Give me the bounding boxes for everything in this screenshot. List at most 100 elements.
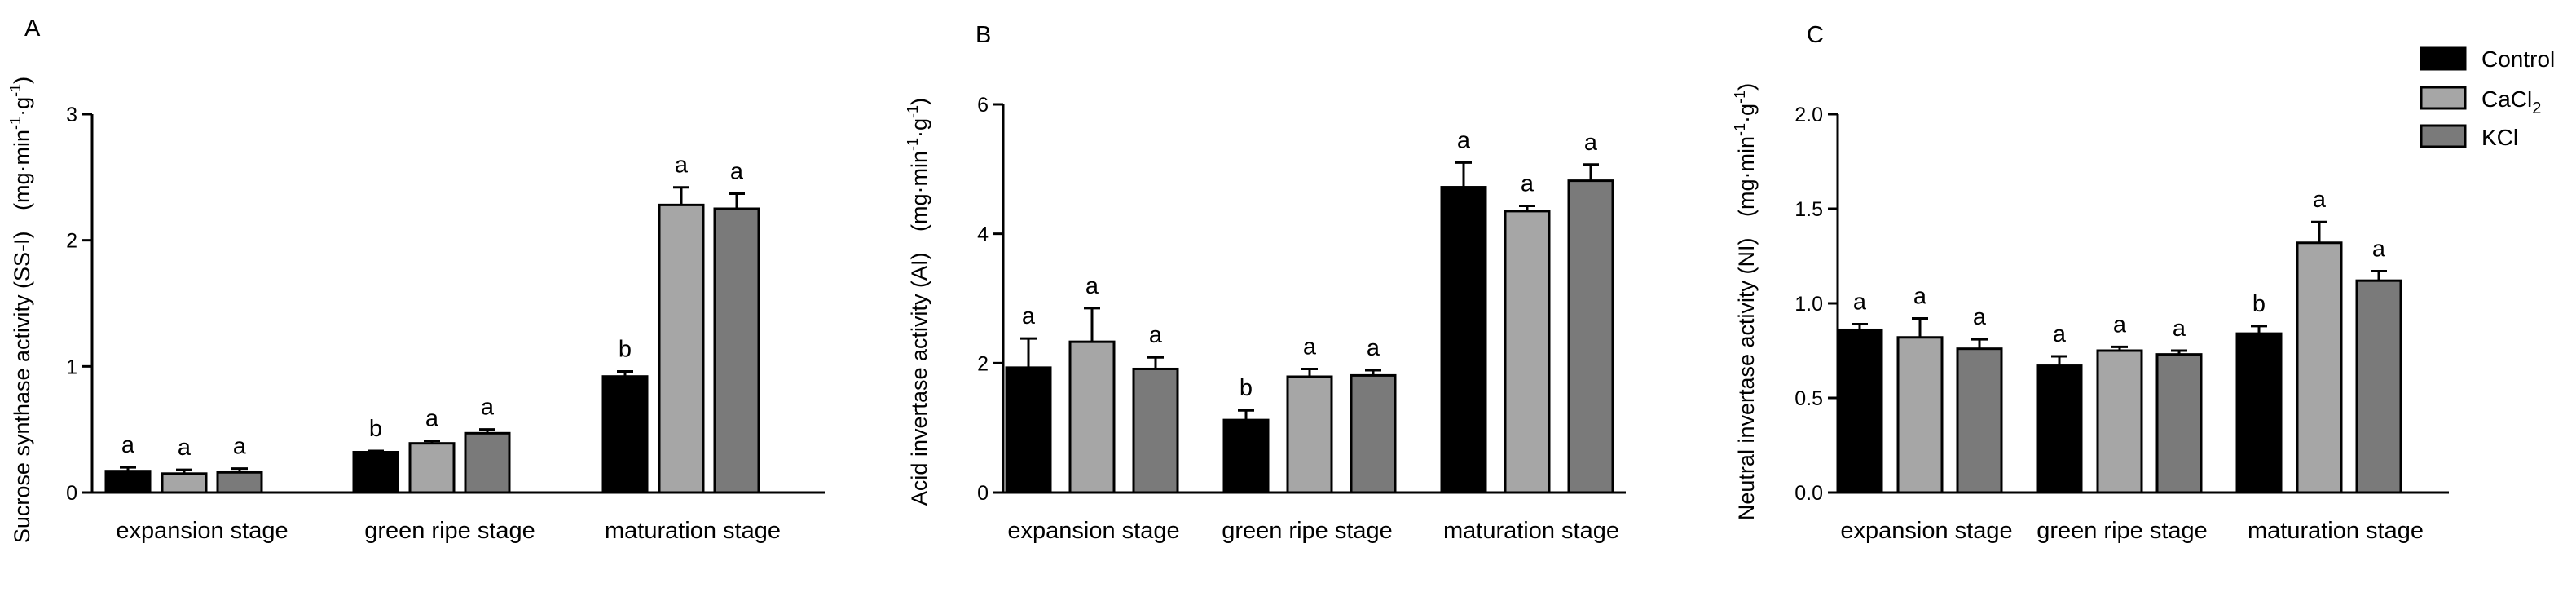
panel-b-bar-kcl <box>1132 367 1179 494</box>
panel-a-significance-label: a <box>730 158 744 184</box>
panel-b-category-label: green ripe stage <box>1222 518 1393 544</box>
panel-c-significance-label: a <box>1913 284 1927 310</box>
panel-b-bars: a b a a a a a a a <box>1005 127 1614 494</box>
panel-b-significance-label: a <box>1303 334 1317 360</box>
panel-b-bar-kcl <box>1567 179 1614 494</box>
panel-a-significance-label: b <box>369 416 382 442</box>
panel-b-category-label: maturation stage <box>1443 518 1619 544</box>
panel-a-ytick-label: 1 <box>66 356 77 378</box>
panel-b-significance-label: a <box>1367 335 1380 361</box>
panel-a-significance-label: a <box>675 152 689 179</box>
panel-c-category-label: maturation stage <box>2248 518 2424 544</box>
panel-b-category-label: expansion stage <box>1007 518 1179 544</box>
panel-b-significance-label: a <box>1584 130 1598 156</box>
panel-c-categories: expansion stage green ripe stage maturatio… <box>1840 518 2424 544</box>
legend-item-control: Control <box>2420 46 2555 72</box>
panel-c-category-label: green ripe stage <box>2037 518 2208 544</box>
panel-a-significance-label: a <box>425 406 439 432</box>
panel-a-significance-label: a <box>481 395 495 421</box>
panel-c-bar-control <box>2036 364 2083 494</box>
panel-a-ylabel-unit: mg·min <box>10 130 34 203</box>
panel-a-bar-cacl2 <box>161 472 208 494</box>
panel-b-ticks: 0 2 4 6 <box>977 94 1003 505</box>
panel-a-significance-label: b <box>619 337 632 363</box>
panel-b-bar-cacl2 <box>1068 340 1116 494</box>
panel-c-ytick-label: 1.0 <box>1794 293 1823 316</box>
panel-c-bar-control <box>1836 328 1883 494</box>
panel-c-bar-kcl <box>1956 347 2003 494</box>
panel-b-ylabel-unit: mg·min <box>907 151 931 224</box>
panel-a: A Sucrose synthase activity (SS-I) (mg·m… <box>7 15 825 544</box>
legend-item-cacl2: CaCl2 <box>2420 86 2541 117</box>
panel-b-significance-label: a <box>1457 127 1471 153</box>
legend-label-cacl2: CaCl2 <box>2481 86 2541 117</box>
panel-a-bar-kcl <box>464 431 511 494</box>
legend-label-control: Control <box>2481 46 2555 72</box>
panel-a-categories: expansion stage green ripe stage maturatio… <box>116 518 781 544</box>
panel-a-bar-kcl <box>713 207 760 494</box>
panel-b-ytick-label: 4 <box>977 223 989 246</box>
panel-b-bar-control <box>1440 186 1487 494</box>
panel-c-ylabel-main: Neutral invertase activity (NI) <box>1734 237 1759 520</box>
panel-c-significance-label: a <box>2372 236 2386 263</box>
panel-b-bar-control <box>1005 366 1052 494</box>
panel-c-significance-label: a <box>2173 316 2186 342</box>
panel-c-significance-label: a <box>2313 187 2327 213</box>
panel-b-significance-label: a <box>1521 171 1535 197</box>
panel-b-significance-label: a <box>1149 322 1163 348</box>
panel-b-ylabel-group: Acid invertase activity (AI) (mg·min-1·g… <box>905 98 931 506</box>
panel-a-ylabel-group: Sucrose synthase activity (SS-I) (mg·min… <box>7 77 34 543</box>
panel-c-ylabel-unit: mg·min <box>1734 136 1759 210</box>
panel-c-bar-kcl <box>2155 353 2203 494</box>
panel-b-bar-cacl2 <box>1504 210 1551 494</box>
panel-a-significance-label: a <box>178 435 192 461</box>
panel-a-bar-cacl2 <box>658 203 705 494</box>
legend-swatch-control <box>2420 46 2467 71</box>
panel-c-ytick-label: 0.0 <box>1794 482 1823 505</box>
panel-b-categories: expansion stage green ripe stage maturatio… <box>1007 518 1619 544</box>
panel-c-significance-label: b <box>2252 291 2266 317</box>
panel-b-bar-cacl2 <box>1286 375 1333 494</box>
panel-c-significance-label: a <box>1853 289 1867 316</box>
panel-c: C Neutral invertase activity (NI) (mg·mi… <box>1732 22 2449 544</box>
panel-c-bars: a a b a a a a a a <box>1836 187 2402 494</box>
panel-a-ytick-label: 2 <box>66 230 77 253</box>
panel-a-significance-label: a <box>233 434 247 460</box>
panel-b-significance-label: a <box>1085 273 1099 299</box>
panel-a-ylabel-main: Sucrose synthase activity (SS-I) <box>10 231 34 543</box>
panel-a-ytick-label: 3 <box>66 104 77 126</box>
panel-c-ylabel-group: Neutral invertase activity (NI) (mg·min-… <box>1732 83 1759 520</box>
panel-b: B Acid invertase activity (AI) (mg·min-1… <box>905 22 1626 544</box>
panel-a-ytick-label: 0 <box>66 482 77 505</box>
panel-b-significance-label: b <box>1240 375 1253 401</box>
panel-c-bar-cacl2 <box>2296 241 2343 494</box>
panel-a-letter: A <box>24 15 41 42</box>
panel-b-ytick-label: 0 <box>977 482 989 505</box>
panel-c-ytick-label: 2.0 <box>1794 104 1823 126</box>
panel-c-bar-kcl <box>2355 279 2402 494</box>
panel-c-significance-label: a <box>2113 311 2127 338</box>
legend: Control CaCl2 KCl <box>2420 46 2555 150</box>
panel-a-bars: a b b a a a a a a <box>104 152 760 494</box>
panel-a-significance-label: a <box>121 432 135 458</box>
panel-b-ylabel-main: Acid invertase activity (AI) <box>907 252 931 506</box>
panel-a-bar-kcl <box>216 471 263 494</box>
panel-b-letter: B <box>975 22 991 48</box>
panel-b-bar-control <box>1222 418 1270 494</box>
panel-c-bar-cacl2 <box>1896 336 1944 494</box>
legend-label-kcl: KCl <box>2481 125 2518 150</box>
legend-swatch-cacl2 <box>2420 86 2467 110</box>
panel-a-ticks: 0 1 2 3 <box>66 104 92 505</box>
panel-b-ylabel: Acid invertase activity (AI) (mg·min-1·g… <box>905 98 931 506</box>
panel-a-bar-control <box>104 470 152 494</box>
panel-c-ticks: 0.0 0.5 1.0 1.5 2.0 <box>1794 104 1838 505</box>
panel-c-ytick-label: 0.5 <box>1794 387 1823 410</box>
panel-c-ylabel: Neutral invertase activity (NI) (mg·min-… <box>1732 83 1759 520</box>
panel-a-bar-cacl2 <box>408 442 456 494</box>
panel-c-bar-control <box>2235 332 2283 494</box>
panel-c-bar-cacl2 <box>2096 349 2143 494</box>
panel-b-bar-kcl <box>1350 373 1397 494</box>
panel-a-category-label: maturation stage <box>605 518 781 544</box>
panel-c-letter: C <box>1807 22 1824 48</box>
